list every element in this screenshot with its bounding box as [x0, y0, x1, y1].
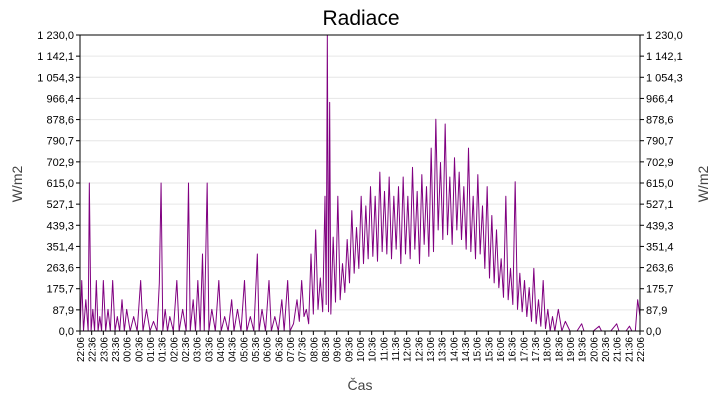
y-tick-label-right: 1 230,0: [646, 30, 683, 42]
x-tick-label: 08:06: [309, 337, 320, 362]
x-tick-label: 02:06: [169, 337, 180, 362]
y-tick-label-right: 87,9: [646, 305, 667, 317]
x-tick-label: 15:36: [484, 337, 495, 362]
y-tick-label-left: 1 230,0: [37, 30, 74, 42]
x-tick-label: 04:06: [216, 337, 227, 362]
x-tick-label: 16:06: [496, 337, 507, 362]
x-tick-label: 15:06: [473, 337, 484, 362]
x-tick-label: 05:06: [239, 337, 250, 362]
x-tick-label: 05:36: [251, 337, 262, 362]
y-axis-title-left: W/m2: [9, 166, 25, 203]
y-tick-label-right: 527,1: [646, 199, 674, 211]
y-tick-label-left: 351,4: [46, 241, 74, 253]
y-tick-label-left: 966,4: [46, 93, 74, 105]
y-tick-label-right: 702,9: [646, 157, 674, 169]
x-tick-label: 22:06: [636, 337, 647, 362]
y-tick-label-left: 615,0: [46, 178, 74, 190]
x-tick-label: 10:06: [356, 337, 367, 362]
y-tick-label-left: 1 142,1: [37, 51, 74, 63]
y-tick-label-left: 527,1: [46, 199, 74, 211]
x-tick-label: 14:36: [461, 337, 472, 362]
y-tick-label-right: 878,6: [646, 115, 674, 127]
y-tick-label-right: 1 142,1: [646, 51, 683, 63]
x-tick-label: 00:36: [134, 337, 145, 362]
x-axis-title: Čas: [348, 377, 373, 393]
x-tick-label: 02:36: [181, 337, 192, 362]
y-tick-label-right: 175,7: [646, 284, 674, 296]
x-tick-label: 11:36: [391, 337, 402, 362]
x-tick-label: 23:36: [111, 337, 122, 362]
y-tick-label-left: 702,9: [46, 157, 74, 169]
x-tick-label: 06:36: [274, 337, 285, 362]
y-axis-title-right: W/m2: [695, 166, 711, 203]
x-tick-label: 17:06: [519, 337, 530, 362]
x-tick-label: 03:36: [204, 337, 215, 362]
y-tick-label-right: 615,0: [646, 178, 674, 190]
x-tick-label: 11:06: [379, 337, 390, 362]
x-tick-label: 20:06: [589, 337, 600, 362]
x-tick-label: 01:06: [146, 337, 157, 362]
x-tick-label: 18:06: [543, 337, 554, 362]
x-tick-label: 20:36: [601, 337, 612, 362]
x-tick-label: 09:36: [344, 337, 355, 362]
x-tick-label: 21:06: [613, 337, 624, 362]
x-tick-label: 21:36: [624, 337, 635, 362]
x-tick-label: 13:06: [426, 337, 437, 362]
x-tick-label: 22:36: [88, 337, 99, 362]
y-tick-label-right: 351,4: [646, 241, 674, 253]
y-tick-label-left: 0,0: [59, 326, 74, 338]
x-tick-label: 04:36: [228, 337, 239, 362]
y-tick-label-left: 790,7: [46, 136, 74, 148]
x-tick-label: 09:06: [333, 337, 344, 362]
x-tick-label: 06:06: [263, 337, 274, 362]
x-tick-label: 18:36: [554, 337, 565, 362]
x-tick-label: 12:36: [414, 337, 425, 362]
y-tick-label-left: 1 054,3: [37, 72, 74, 84]
x-tick-label: 12:06: [403, 337, 414, 362]
y-tick-label-right: 439,3: [646, 220, 674, 232]
y-tick-label-right: 0,0: [646, 326, 661, 338]
y-tick-label-left: 439,3: [46, 220, 74, 232]
x-tick-label: 08:36: [321, 337, 332, 362]
x-tick-label: 00:06: [123, 337, 134, 362]
x-tick-label: 22:06: [76, 337, 87, 362]
x-tick-label: 07:36: [298, 337, 309, 362]
y-tick-label-right: 263,6: [646, 263, 674, 275]
y-tick-label-right: 790,7: [646, 136, 674, 148]
y-tick-label-left: 175,7: [46, 284, 74, 296]
chart-title: Radiace: [322, 7, 399, 30]
y-tick-label-left: 263,6: [46, 263, 74, 275]
x-tick-label: 01:36: [158, 337, 169, 362]
x-tick-label: 17:36: [531, 337, 542, 362]
y-tick-label-right: 966,4: [646, 93, 674, 105]
y-tick-label-left: 878,6: [46, 115, 74, 127]
x-tick-label: 23:06: [99, 337, 110, 362]
x-tick-label: 03:06: [193, 337, 204, 362]
x-tick-label: 19:36: [578, 337, 589, 362]
x-tick-label: 10:36: [368, 337, 379, 362]
x-tick-label: 16:36: [508, 337, 519, 362]
x-tick-label: 19:06: [566, 337, 577, 362]
x-tick-label: 07:06: [286, 337, 297, 362]
y-tick-label-left: 87,9: [53, 305, 74, 317]
x-tick-label: 14:06: [449, 337, 460, 362]
x-tick-label: 13:36: [438, 337, 449, 362]
y-tick-label-right: 1 054,3: [646, 72, 683, 84]
